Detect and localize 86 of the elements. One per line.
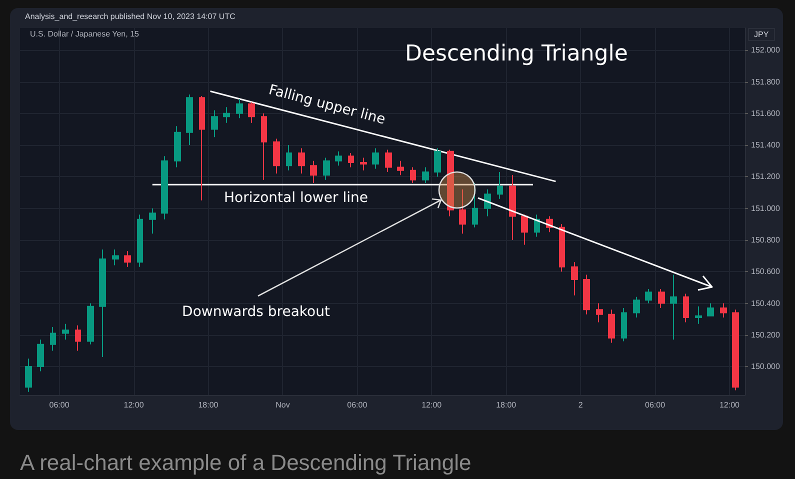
x-tick-label: 18:00: [496, 400, 517, 410]
x-tick-label: 18:00: [198, 400, 219, 410]
x-tick-label: 06:00: [645, 400, 666, 410]
x-tick-label: 06:00: [49, 400, 70, 410]
candlestick: [385, 149, 392, 172]
y-tick-label: 152.000: [751, 46, 780, 55]
y-tick-label: 150.800: [751, 235, 780, 244]
candlestick: [310, 160, 317, 184]
candlestick: [608, 309, 615, 344]
x-tick-label: 2: [578, 400, 584, 410]
candlestick: [161, 156, 168, 220]
candlestick: [670, 274, 677, 340]
candlestick: [25, 358, 32, 392]
candlestick: [422, 166, 429, 184]
candlestick: [223, 106, 230, 124]
candlestick: [534, 214, 540, 238]
candlestick: [459, 188, 466, 234]
y-tick-label: 151.000: [751, 204, 780, 213]
candlestick: [99, 248, 106, 358]
y-tick-label: 151.200: [751, 172, 780, 182]
x-tick-label: 12:00: [422, 400, 442, 410]
candlestick: [174, 126, 181, 168]
candlestick: [472, 182, 478, 228]
candlestick: [186, 94, 193, 146]
candlestick: [497, 171, 503, 200]
annotation: Falling upper line: [267, 82, 387, 128]
candlestick: [372, 148, 379, 170]
annotation: Horizontal lower line: [224, 190, 368, 206]
x-tick-label: 06:00: [347, 400, 368, 410]
candlestick: [248, 102, 255, 124]
candlestick: [261, 112, 267, 180]
chart-subtitle: U.S. Dollar / Japanese Yen, 15: [30, 30, 140, 38]
candlestick: [596, 302, 603, 323]
candlestick: [658, 288, 665, 308]
y-tick-label: 150.200: [751, 330, 780, 340]
candlestick: [137, 214, 143, 268]
candlestick: [645, 288, 652, 304]
candlestick: [695, 306, 702, 324]
y-tick-label: 150.400: [751, 298, 780, 308]
x-tick-label: 12:00: [719, 400, 740, 410]
candlestick: [273, 138, 280, 174]
candlestick: [434, 148, 441, 178]
candlestick: [484, 188, 491, 217]
candlestick: [286, 144, 292, 171]
candlestick: [360, 157, 367, 171]
candlestick: [521, 214, 528, 246]
x-tick-label: 12:00: [124, 400, 144, 410]
candlestick: [683, 293, 689, 323]
candlestick: [124, 250, 131, 268]
candlestick: [732, 309, 739, 391]
candlestick: [447, 149, 454, 217]
text: Descending Triangle: [405, 42, 628, 66]
candlestick: [298, 148, 305, 174]
candlestick: [348, 152, 354, 168]
candlestick: [559, 224, 565, 272]
candlestick: [323, 157, 330, 180]
candlestick: [397, 160, 404, 176]
candlestick: [75, 324, 81, 352]
candlestick: [621, 307, 627, 342]
candlestick: [87, 302, 94, 345]
candlestick: [335, 150, 342, 166]
candlestick: [509, 174, 516, 240]
y-tick-label: 150.600: [751, 267, 780, 276]
y-tick-label: 150.000: [751, 362, 780, 372]
candlestick: [211, 110, 218, 138]
candlestick: [37, 339, 44, 372]
y-tick-label: 151.800: [751, 77, 780, 86]
candlestick: [707, 302, 714, 316]
candlestick: [720, 302, 727, 318]
candlestick: [112, 248, 119, 266]
y-tick-label: 151.600: [751, 108, 780, 118]
candlestick: [199, 96, 205, 201]
text: A real-chart example of a Descending Triangle: [20, 450, 472, 476]
candlestick: [62, 323, 69, 340]
x-tick-label: Nov: [276, 400, 290, 410]
candlestick: [571, 262, 578, 296]
candlestick: [583, 274, 590, 315]
y-axis-title: JPY: [748, 28, 775, 41]
candlestick: [50, 326, 56, 352]
candlestick: [236, 98, 243, 119]
y-tick-label: 151.400: [751, 140, 780, 150]
candlestick: [633, 296, 640, 318]
candlestick: [410, 166, 416, 184]
candlestick: [149, 208, 156, 234]
text: Analysis_and_research published Nov 10, 2023 14:07 UTC: [25, 12, 236, 21]
annotation: Downwards breakout: [182, 304, 330, 320]
